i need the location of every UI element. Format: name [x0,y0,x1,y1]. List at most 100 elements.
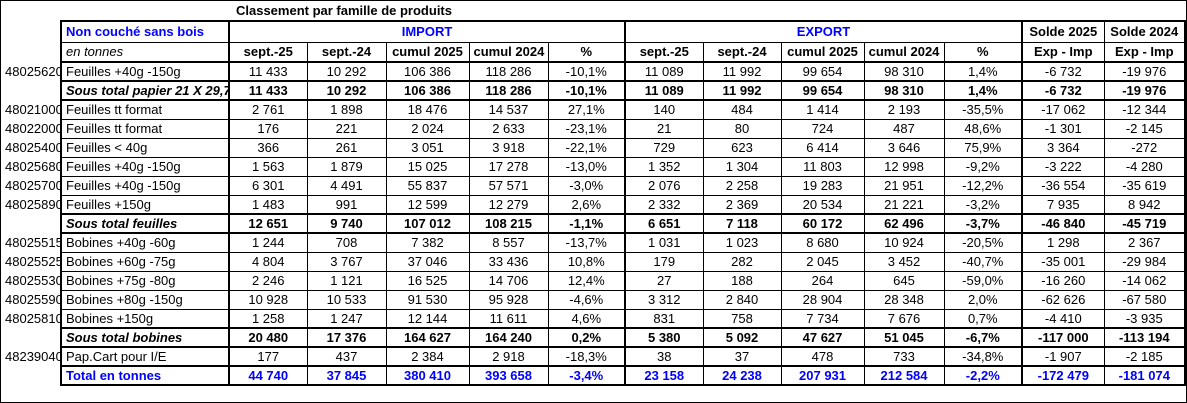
row-label: Feuilles < 40g [60,137,230,158]
row-code: 48025890 [1,195,61,214]
row-label: Bobines +40g -60g [60,232,230,253]
cell-export-pct: -40,7% [943,251,1024,272]
cell-export-sept25: 729 [624,137,704,158]
cell-solde-2025: -1 301 [1021,118,1105,139]
table-row: 48021000 Feuilles tt format 2 761 1 898 18 4… [1,99,1186,120]
cell-solde-2024: -67 580 [1103,289,1186,310]
cell-export-cumul2024: 212 584 [863,365,945,386]
row-code: 48025810 [1,309,61,328]
row-code [1,214,61,233]
cell-import-sept24: 9 740 [306,213,387,234]
group-header-left: Non couché sans bois [60,20,230,43]
cell-import-sept24: 10 533 [306,289,387,310]
cell-export-sept24: 1 304 [702,156,782,177]
cell-solde-2024: -113 194 [1103,327,1186,348]
cell-solde-2025: 3 364 [1021,137,1105,158]
cell-export-pct: -3,2% [943,194,1024,215]
cell-export-cumul2024: 21 221 [863,194,945,215]
cell-export-cumul2024: 98 310 [863,80,945,101]
cell-import-sept25: 177 [228,346,308,367]
import-group-header: IMPORT [228,20,627,43]
cell-import-cumul2024: 95 928 [468,289,549,310]
cell-export-sept24: 5 092 [702,327,782,348]
cell-import-sept24: 708 [306,232,387,253]
row-label: Bobines +75g -80g [60,270,230,291]
cell-export-cumul2024: 62 496 [863,213,945,234]
cell-import-sept25: 11 433 [228,80,308,101]
cell-import-cumul2024: 8 557 [468,232,549,253]
cell-import-cumul2024: 14 706 [468,270,549,291]
code-column-header [1,21,61,42]
cell-export-sept25: 21 [624,118,704,139]
cell-export-cumul2025: 8 680 [780,232,865,253]
cell-import-pct: 4,6% [547,308,627,329]
cell-export-cumul2025: 264 [780,270,865,291]
cell-export-sept24: 24 238 [702,365,782,386]
cell-solde-2025: 1 298 [1021,232,1105,253]
header-group-row: Non couché sans bois IMPORT EXPORT Solde… [1,20,1186,43]
row-code [1,366,61,385]
cell-import-sept25: 2 246 [228,270,308,291]
cell-import-cumul2025: 55 837 [385,175,470,196]
cell-export-cumul2025: 20 534 [780,194,865,215]
cell-solde-2024: -19 976 [1103,80,1186,101]
cell-import-cumul2024: 108 215 [468,213,549,234]
cell-import-cumul2025: 37 046 [385,251,470,272]
row-label: Sous total papier 21 X 29,7 [60,80,230,101]
cell-export-sept24: 11 992 [702,61,782,82]
cell-import-cumul2025: 12 599 [385,194,470,215]
table-row: 48025890 Feuilles +150g 1 483 991 12 599 12 2… [1,194,1186,215]
cell-import-cumul2024: 2 918 [468,346,549,367]
cell-export-cumul2025: 478 [780,346,865,367]
cell-export-pct: -35,5% [943,99,1024,120]
cell-export-pct: 48,6% [943,118,1024,139]
table-row-subtotal: Sous total papier 21 X 29,7 11 433 10 292 1… [1,80,1186,101]
row-label: Feuilles tt format [60,99,230,120]
cell-export-sept24: 2 369 [702,194,782,215]
cell-import-cumul2024: 17 278 [468,156,549,177]
table-body: 48025620 Feuilles +40g -150g 11 433 10 292 1… [1,61,1186,386]
cell-import-sept24: 10 292 [306,61,387,82]
cell-export-cumul2024: 3 646 [863,137,945,158]
table-row-subtotal: Sous total feuilles 12 651 9 740 107 012 108… [1,213,1186,234]
table-row: 48239040 Pap.Cart pour I/E 177 437 2 384 2 91… [1,346,1186,367]
table-row: 48025680 Feuilles +40g -150g 1 563 1 879 15 … [1,156,1186,177]
cell-solde-2025: 7 935 [1021,194,1105,215]
cell-import-pct: -10,1% [547,61,627,82]
cell-export-pct: -6,7% [943,327,1024,348]
cell-import-cumul2025: 380 410 [385,365,470,386]
cell-import-cumul2025: 2 384 [385,346,470,367]
cell-import-sept25: 1 483 [228,194,308,215]
import-sept25-header: sept.-25 [228,41,308,63]
cell-export-sept25: 38 [624,346,704,367]
cell-solde-2025: -172 479 [1021,365,1105,386]
row-code: 48025590 [1,290,61,309]
cell-solde-2025: -1 907 [1021,346,1105,367]
cell-solde-2024: -3 935 [1103,308,1186,329]
cell-export-sept24: 37 [702,346,782,367]
cell-export-sept25: 3 312 [624,289,704,310]
cell-export-cumul2025: 47 627 [780,327,865,348]
cell-import-sept24: 221 [306,118,387,139]
cell-export-sept24: 623 [702,137,782,158]
cell-export-cumul2024: 3 452 [863,251,945,272]
cell-import-sept24: 1 247 [306,308,387,329]
cell-export-cumul2025: 19 283 [780,175,865,196]
cell-import-pct: -22,1% [547,137,627,158]
cell-export-sept24: 11 992 [702,80,782,101]
cell-import-pct: -10,1% [547,80,627,101]
row-label: Total en tonnes [60,365,230,386]
cell-import-pct: 27,1% [547,99,627,120]
cell-solde-2025: -46 840 [1021,213,1105,234]
export-pct-header: % [943,41,1024,63]
cell-import-sept25: 6 301 [228,175,308,196]
row-label: Feuilles +150g [60,194,230,215]
row-code: 48239040 [1,347,61,366]
cell-import-sept25: 366 [228,137,308,158]
row-code: 48025400 [1,138,61,157]
cell-export-cumul2025: 2 045 [780,251,865,272]
cell-export-pct: 1,4% [943,61,1024,82]
cell-import-sept25: 1 563 [228,156,308,177]
cell-export-pct: 1,4% [943,80,1024,101]
